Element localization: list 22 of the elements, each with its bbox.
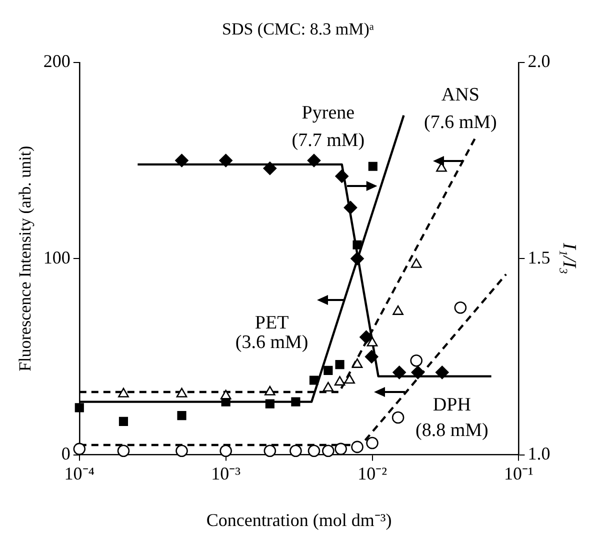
x-tick-label: 10⁻⁴ xyxy=(64,463,95,484)
y2-tick-label: 2.0 xyxy=(528,51,550,72)
annotation: (8.8 mM) xyxy=(416,420,488,442)
annotation: Pyrene xyxy=(302,102,355,124)
y-tick-label: 0 xyxy=(61,444,70,464)
y-tick-label: 100 xyxy=(43,247,70,268)
x-tick-label: 10⁻¹ xyxy=(504,463,534,484)
y2-tick-label: 1.0 xyxy=(528,444,550,464)
y2-tick-label: 1.5 xyxy=(528,247,550,268)
annotation: DPH xyxy=(432,394,472,416)
annotation: (3.6 mM) xyxy=(235,332,308,353)
annotation: (7.7 mM) xyxy=(292,130,365,151)
annotation: PET xyxy=(254,312,290,334)
annotation: ANS xyxy=(441,84,480,106)
y-tick-label: 200 xyxy=(43,51,70,72)
annotation: (7.6 mM) xyxy=(424,112,497,134)
y-axis-title: Fluorescence Intensity (arb. unit) xyxy=(16,146,35,372)
x-tick-label: 10⁻² xyxy=(358,463,387,484)
x-tick-label: 10⁻³ xyxy=(211,463,242,484)
y2-axis-title: I₁/I₃ xyxy=(558,242,580,274)
chart-title: SDS (CMC: 8.3 mM)ᵃ xyxy=(222,20,374,39)
x-axis-title: Concentration (mol dm⁻³) xyxy=(206,510,392,530)
